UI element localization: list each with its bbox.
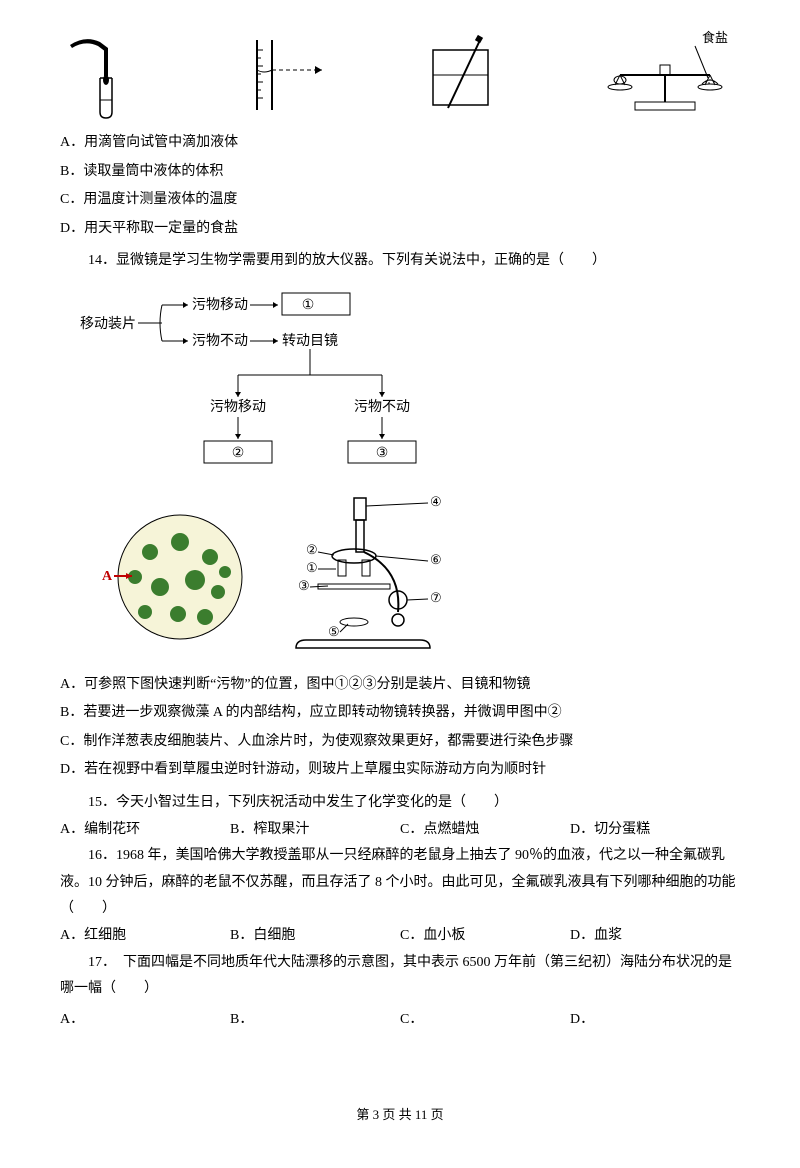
q17-option-d: D． — [570, 1007, 740, 1034]
algae-view: A — [100, 502, 250, 652]
svg-text:⑤: ⑤ — [328, 624, 340, 639]
illus-beaker — [413, 30, 513, 120]
q14-option-d: D．若在视野中看到草履虫逆时针游动，则玻片上草履虫实际游动方向为顺时针 — [60, 757, 740, 784]
svg-text:污物不动: 污物不动 — [354, 399, 410, 415]
illustration-row: 食盐 — [60, 30, 740, 120]
illus-cylinder — [227, 30, 337, 120]
q15-option-c: C．点燃蜡烛 — [400, 817, 570, 844]
svg-text:①: ① — [302, 298, 315, 313]
illus-dropper — [60, 30, 150, 120]
q13-option-a: A．用滴管向试管中滴加液体 — [60, 130, 740, 157]
svg-text:③: ③ — [376, 446, 389, 461]
q14-head: 14．显微镜是学习生物学需要用到的放大仪器。下列有关说法中，正确的是（ ） — [60, 248, 740, 275]
svg-text:污物移动: 污物移动 — [192, 297, 248, 313]
q15-option-a: A．编制花环 — [60, 817, 230, 844]
q16-option-b: B．白细胞 — [230, 923, 400, 950]
q16-option-d: D．血浆 — [570, 923, 740, 950]
salt-label: 食盐 — [702, 30, 728, 45]
q16-option-c: C．血小板 — [400, 923, 570, 950]
q17-option-a: A． — [60, 1007, 230, 1034]
svg-text:⑥: ⑥ — [430, 552, 442, 567]
q14-microscope-row: A ④ ② ① ③ ⑥ ⑦ ⑤ — [100, 492, 740, 662]
q13-option-c: C．用温度计测量液体的温度 — [60, 187, 740, 214]
q17-option-c: C． — [400, 1007, 570, 1034]
q16-option-a: A．红细胞 — [60, 923, 230, 950]
svg-text:②: ② — [232, 446, 245, 461]
svg-text:污物不动: 污物不动 — [192, 333, 248, 349]
svg-text:转动目镜: 转动目镜 — [282, 333, 338, 349]
q16-options: A．红细胞 B．白细胞 C．血小板 D．血浆 — [60, 923, 740, 950]
svg-text:③: ③ — [298, 578, 310, 593]
q14-option-b: B．若要进一步观察微藻 A 的内部结构，应立即转动物镜转换器，并微调甲图中② — [60, 700, 740, 727]
svg-text:移动装片: 移动装片 — [80, 316, 136, 332]
q15-head: 15．今天小智过生日，下列庆祝活动中发生了化学变化的是（ ） — [60, 790, 740, 817]
q14-option-a: A．可参照下图快速判断“污物”的位置，图中①②③分别是装片、目镜和物镜 — [60, 672, 740, 699]
page-footer: 第 3 页 共 11 页 — [60, 1103, 740, 1128]
q15-option-b: B．榨取果汁 — [230, 817, 400, 844]
q17-option-b: B． — [230, 1007, 400, 1034]
q13-option-d: D．用天平称取一定量的食盐 — [60, 216, 740, 243]
svg-text:②: ② — [306, 542, 318, 557]
illus-balance: 食盐 — [590, 30, 740, 120]
q13-option-b: B．读取量筒中液体的体积 — [60, 159, 740, 186]
svg-text:①: ① — [306, 560, 318, 575]
microscope-diagram: ④ ② ① ③ ⑥ ⑦ ⑤ — [270, 492, 470, 662]
q14-flowchart: 移动装片 污物移动 ① 污物不动 转动目镜 污物移动 污物不动 ② ③ — [80, 283, 740, 484]
svg-text:⑦: ⑦ — [430, 590, 442, 605]
svg-text:污物移动: 污物移动 — [210, 399, 266, 415]
svg-text:A: A — [102, 569, 113, 584]
svg-text:④: ④ — [430, 494, 442, 509]
q15-option-d: D．切分蛋糕 — [570, 817, 740, 844]
q16-body: 16．1968 年，美国哈佛大学教授盖耶从一只经麻醉的老鼠身上抽去了 90％的血… — [60, 843, 740, 923]
q14-option-c: C．制作洋葱表皮细胞装片、人血涂片时，为使观察效果更好，都需要进行染色步骤 — [60, 729, 740, 756]
q17-options: A． B． C． D． — [60, 1007, 740, 1034]
q17-head: 17． 下面四幅是不同地质年代大陆漂移的示意图，其中表示 6500 万年前（第三… — [60, 950, 740, 1003]
q15-options: A．编制花环 B．榨取果汁 C．点燃蜡烛 D．切分蛋糕 — [60, 817, 740, 844]
